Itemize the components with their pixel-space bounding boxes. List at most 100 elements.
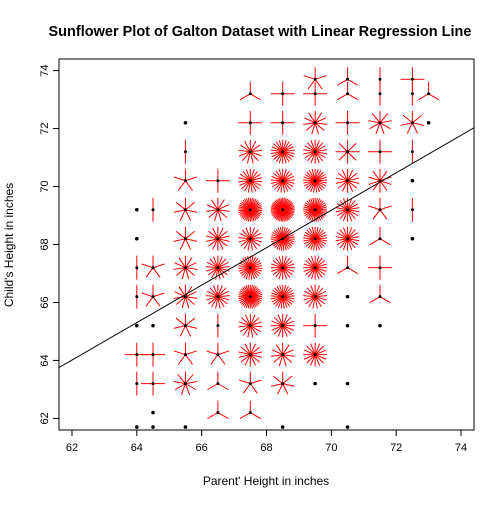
petal: [282, 180, 294, 188]
petal: [277, 383, 284, 395]
petal: [282, 170, 290, 182]
point-dot: [183, 266, 187, 270]
petal: [241, 151, 251, 162]
petal: [249, 180, 257, 192]
sunflower-point: [270, 139, 295, 164]
point-dot: [248, 121, 252, 125]
petal: [250, 149, 263, 153]
petal: [368, 120, 381, 124]
point-dot: [216, 382, 220, 386]
point-dot: [281, 382, 285, 386]
petal: [145, 296, 154, 307]
petal: [250, 180, 263, 183]
point-dot: [280, 425, 285, 429]
petal: [307, 267, 316, 278]
petal: [185, 296, 195, 305]
petal: [185, 286, 193, 297]
petal: [314, 354, 324, 364]
petal: [314, 296, 322, 308]
petal: [280, 180, 284, 193]
point-dot: [378, 121, 382, 125]
petal: [217, 412, 229, 420]
petal: [336, 209, 348, 217]
petal: [314, 257, 323, 268]
petal: [314, 343, 321, 355]
sunflower-point: [173, 371, 198, 396]
point-dot: [378, 323, 382, 328]
petal: [249, 354, 260, 363]
petal: [217, 350, 230, 356]
petal: [238, 321, 251, 327]
sunflower-point: [303, 313, 328, 338]
petal: [337, 172, 348, 182]
petal: [282, 151, 290, 163]
petal: [185, 381, 198, 385]
petal: [271, 175, 283, 182]
point-dot: [183, 237, 187, 241]
petal: [282, 375, 293, 385]
petal: [282, 267, 295, 272]
petal: [312, 296, 316, 309]
petal: [338, 142, 348, 153]
petal: [347, 177, 360, 182]
petal: [239, 93, 251, 101]
petal: [270, 151, 283, 154]
petal: [249, 325, 254, 338]
point-dot: [410, 77, 414, 81]
point-dot: [281, 353, 285, 357]
petal: [335, 177, 348, 182]
petal: [371, 113, 381, 124]
petal: [152, 263, 165, 269]
petal: [282, 267, 291, 278]
petal: [303, 263, 316, 269]
sunflower-point: [303, 139, 328, 164]
petal: [177, 180, 186, 191]
petal: [282, 180, 289, 192]
point-dot: [378, 150, 382, 154]
sunflower-point: [303, 110, 328, 135]
petal: [180, 383, 186, 396]
petal: [314, 151, 324, 162]
petal: [275, 267, 284, 278]
petal: [310, 140, 316, 152]
petal: [249, 346, 260, 356]
sunflower-point: [367, 139, 392, 164]
point-dot: [183, 353, 187, 357]
petal: [184, 209, 192, 221]
regression-line-group: [59, 127, 474, 369]
petal: [310, 354, 316, 366]
petal: [282, 141, 290, 153]
petal: [209, 287, 219, 298]
petal: [179, 325, 186, 337]
petal: [239, 412, 251, 420]
petal: [217, 209, 230, 212]
sunflower-point: [238, 168, 263, 193]
petal: [247, 325, 251, 338]
point-dot: [346, 237, 350, 241]
petal: [347, 142, 357, 153]
petal: [244, 314, 251, 326]
petal: [249, 238, 253, 251]
petal: [249, 170, 259, 182]
petal: [314, 285, 320, 297]
petal: [347, 200, 356, 211]
petal: [272, 267, 284, 276]
petal: [145, 267, 154, 278]
petal: [314, 290, 327, 298]
petal: [314, 117, 327, 124]
sunflower-point: [400, 67, 425, 92]
petal: [217, 383, 229, 391]
petal: [250, 412, 261, 420]
petal: [249, 354, 256, 366]
point-dot: [313, 381, 317, 386]
sunflower-point: [369, 284, 391, 304]
petal: [282, 354, 295, 357]
petal: [303, 296, 316, 301]
sunflower-point: [151, 410, 155, 415]
petal: [205, 209, 218, 212]
petal: [347, 203, 359, 211]
sunflower-point: [239, 400, 261, 420]
point-dot: [281, 179, 285, 183]
point-dot: [281, 324, 285, 328]
